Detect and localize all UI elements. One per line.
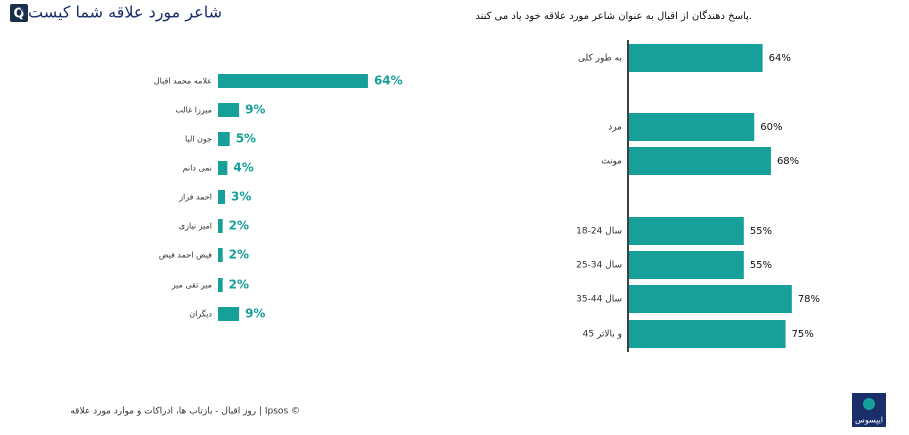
category-label: میر تقی میر xyxy=(171,281,212,290)
category-label: مرد xyxy=(608,123,622,133)
bar xyxy=(629,113,755,141)
chart-title: شاعر مورد علاقه شما کیست؟ xyxy=(20,3,222,23)
value-label: 55% xyxy=(750,260,772,271)
bar xyxy=(218,132,230,146)
badge: Q xyxy=(13,7,24,22)
value-label: 64% xyxy=(769,53,791,64)
chart-title: پاسخ دهندگان از اقبال به عنوان شاعر مورد… xyxy=(475,10,752,22)
category-label: علامه محمد اقبال xyxy=(154,77,212,86)
category-label: 45 و بالاتر xyxy=(583,330,622,340)
value-label: 68% xyxy=(777,156,799,167)
logo-dot xyxy=(863,398,875,410)
bar xyxy=(218,278,223,292)
bar xyxy=(629,320,786,348)
value-label: 2% xyxy=(229,278,249,292)
value-label: 75% xyxy=(792,329,814,340)
category-label: 25-34 سال xyxy=(576,261,622,271)
value-label: 2% xyxy=(229,219,249,233)
bar xyxy=(629,251,744,279)
bar xyxy=(218,74,368,88)
bar xyxy=(629,285,792,313)
value-label: 4% xyxy=(233,161,253,175)
value-label: 64% xyxy=(374,74,403,88)
value-label: 2% xyxy=(229,248,249,262)
bar xyxy=(218,161,228,175)
logo: ایپسوس xyxy=(855,416,883,425)
value-label: 78% xyxy=(798,294,820,305)
bar xyxy=(218,103,240,117)
category-label: جون الیا xyxy=(185,135,212,144)
value-label: 9% xyxy=(245,103,265,117)
badge-box xyxy=(10,4,28,22)
category-label: احمد فراز xyxy=(178,193,212,202)
bar xyxy=(629,217,744,245)
value-label: 55% xyxy=(750,226,772,237)
bar xyxy=(218,219,223,233)
category-label: به طور کلی xyxy=(578,54,622,64)
bar xyxy=(218,248,223,262)
category-label: مونث xyxy=(601,157,622,167)
value-label: 5% xyxy=(236,132,256,146)
bar xyxy=(218,307,240,321)
value-label: 9% xyxy=(245,307,265,321)
category-label: امیر نیازی xyxy=(179,222,212,231)
category-label: 18-24 سال xyxy=(576,227,622,237)
category-label: فیض احمد فیض xyxy=(159,251,212,260)
category-label: میرزا غالب xyxy=(175,106,212,115)
bar xyxy=(218,190,226,204)
value-label: 3% xyxy=(231,190,251,204)
bar xyxy=(629,44,763,72)
category-label: 35-44 سال xyxy=(576,295,622,305)
value-label: 60% xyxy=(760,122,782,133)
bar xyxy=(629,147,771,175)
footer: روز اقبال - بازتاب ها، ادراکات و موارد م… xyxy=(70,407,300,417)
category-label: نمی دانم xyxy=(183,164,212,173)
category-label: دیگران xyxy=(189,309,212,319)
